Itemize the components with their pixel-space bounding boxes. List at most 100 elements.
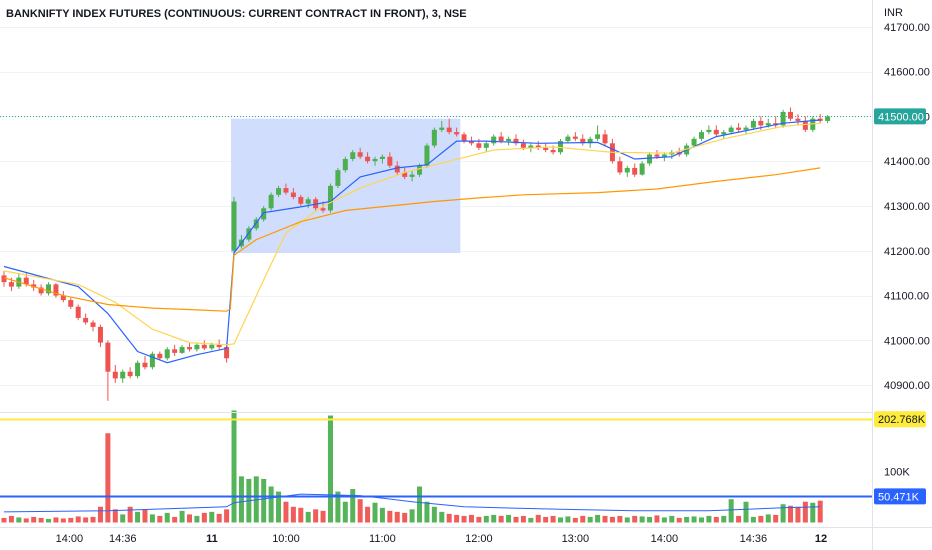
- volume-bar[interactable]: [669, 515, 675, 523]
- volume-bar[interactable]: [639, 516, 645, 523]
- candle[interactable]: [721, 129, 727, 139]
- volume-bar[interactable]: [780, 504, 786, 523]
- volume-bar[interactable]: [817, 500, 823, 523]
- volume-bar[interactable]: [120, 514, 126, 523]
- volume-bar[interactable]: [127, 506, 133, 523]
- volume-bar[interactable]: [520, 515, 526, 523]
- volume-bar[interactable]: [550, 515, 556, 523]
- volume-bar[interactable]: [16, 517, 22, 523]
- candle[interactable]: [83, 313, 89, 325]
- volume-bar[interactable]: [691, 516, 697, 523]
- volume-bar[interactable]: [394, 511, 400, 523]
- volume-bar[interactable]: [736, 515, 742, 523]
- candle[interactable]: [112, 364, 118, 383]
- volume-bar[interactable]: [476, 516, 482, 523]
- candle[interactable]: [817, 114, 823, 124]
- volume-bar[interactable]: [795, 506, 801, 523]
- candle[interactable]: [743, 125, 749, 135]
- volume-bar[interactable]: [684, 516, 690, 523]
- volume-bar[interactable]: [617, 515, 623, 523]
- volume-bar[interactable]: [513, 516, 519, 523]
- candle[interactable]: [276, 185, 282, 198]
- candle[interactable]: [268, 192, 274, 211]
- candle[interactable]: [38, 284, 44, 296]
- volume-bar[interactable]: [750, 516, 756, 523]
- candle[interactable]: [446, 118, 452, 135]
- candle[interactable]: [513, 134, 519, 146]
- volume-bar[interactable]: [231, 410, 237, 523]
- candle[interactable]: [68, 297, 74, 309]
- candle[interactable]: [53, 283, 59, 298]
- volume-bar[interactable]: [572, 517, 578, 523]
- volume-bar[interactable]: [164, 512, 170, 523]
- volume-bar[interactable]: [595, 514, 601, 523]
- volume-bar[interactable]: [609, 516, 615, 523]
- candle[interactable]: [127, 367, 133, 379]
- volume-bar[interactable]: [38, 517, 44, 523]
- candle[interactable]: [825, 115, 831, 124]
- volume-bar[interactable]: [75, 516, 81, 523]
- volume-bar[interactable]: [194, 515, 200, 523]
- candle[interactable]: [46, 282, 52, 296]
- candle[interactable]: [788, 107, 794, 121]
- volume-bar[interactable]: [112, 509, 118, 523]
- volume-bar[interactable]: [661, 517, 667, 523]
- volume-bar[interactable]: [647, 516, 653, 523]
- volume-bar[interactable]: [201, 512, 207, 523]
- volume-bar[interactable]: [238, 476, 244, 523]
- candle[interactable]: [565, 134, 571, 144]
- candle[interactable]: [149, 351, 155, 370]
- volume-bar[interactable]: [209, 511, 215, 523]
- volume-bar[interactable]: [68, 517, 74, 523]
- volume-bar[interactable]: [1, 517, 7, 523]
- volume-bar[interactable]: [565, 516, 571, 523]
- candle[interactable]: [357, 147, 363, 159]
- candle[interactable]: [402, 167, 408, 180]
- volume-bar[interactable]: [758, 515, 764, 523]
- volume-bar[interactable]: [350, 489, 356, 523]
- volume-bar[interactable]: [558, 517, 563, 523]
- volume-bar[interactable]: [216, 513, 222, 523]
- volume-bar[interactable]: [773, 514, 779, 523]
- volume-bar[interactable]: [46, 518, 52, 523]
- volume-bar[interactable]: [431, 506, 437, 523]
- candle[interactable]: [246, 226, 252, 242]
- candle[interactable]: [298, 194, 304, 206]
- candle[interactable]: [736, 123, 742, 133]
- volume-bar[interactable]: [327, 415, 333, 523]
- volume-bar[interactable]: [624, 517, 630, 523]
- volume-bar[interactable]: [372, 502, 378, 523]
- volume-bar[interactable]: [298, 507, 304, 523]
- volume-bar[interactable]: [788, 505, 794, 523]
- candle[interactable]: [483, 141, 489, 153]
- candle[interactable]: [639, 161, 645, 176]
- volume-bar[interactable]: [402, 512, 408, 523]
- candle[interactable]: [179, 344, 185, 354]
- candle[interactable]: [172, 344, 178, 357]
- volume-bar[interactable]: [149, 514, 155, 523]
- candle[interactable]: [327, 183, 333, 213]
- volume-bar[interactable]: [728, 499, 734, 523]
- volume-bar[interactable]: [535, 514, 541, 523]
- volume-bar[interactable]: [365, 506, 371, 523]
- volume-bar[interactable]: [342, 501, 348, 523]
- volume-bar[interactable]: [654, 515, 660, 523]
- candle[interactable]: [194, 342, 200, 352]
- volume-bar[interactable]: [765, 514, 771, 523]
- candle[interactable]: [187, 342, 192, 352]
- volume-bar[interactable]: [543, 516, 549, 523]
- candle[interactable]: [750, 118, 756, 130]
- volume-bar[interactable]: [602, 515, 608, 523]
- candle[interactable]: [105, 340, 111, 401]
- candle[interactable]: [691, 136, 697, 148]
- candle[interactable]: [647, 152, 653, 166]
- candle[interactable]: [75, 304, 81, 321]
- candle[interactable]: [261, 206, 267, 222]
- candle[interactable]: [698, 129, 704, 142]
- candle[interactable]: [201, 340, 207, 351]
- volume-bar[interactable]: [90, 516, 96, 523]
- candle[interactable]: [379, 154, 385, 164]
- candle[interactable]: [780, 109, 786, 128]
- volume-bar[interactable]: [97, 506, 103, 523]
